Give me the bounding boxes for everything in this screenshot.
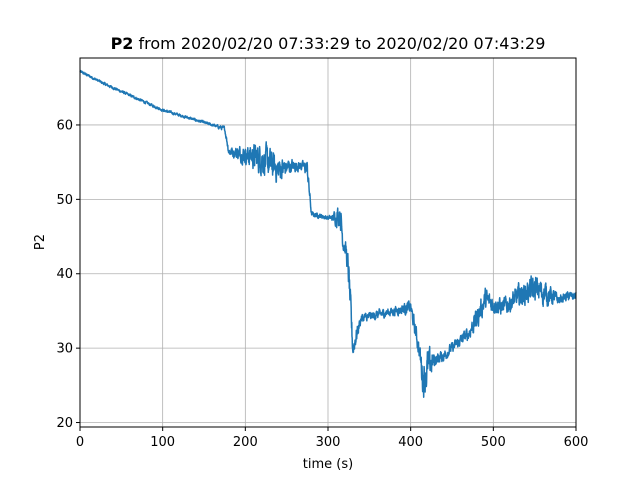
chart-title-bold: P2 [111, 34, 134, 53]
x-axis-ticks: 0 100 200 300 400 500 600 [76, 427, 589, 450]
x-tick-label: 500 [481, 435, 506, 450]
chart-title: P2 from 2020/02/20 07:33:29 to 2020/02/2… [111, 34, 546, 53]
x-tick-label: 600 [564, 435, 589, 450]
x-axis-label: time (s) [303, 457, 353, 472]
series-line [79, 69, 577, 398]
y-tick-label: 20 [56, 416, 73, 431]
y-tick-label: 30 [56, 342, 73, 357]
x-tick-label: 100 [150, 435, 175, 450]
x-tick-label: 200 [233, 435, 258, 450]
y-tick-label: 50 [56, 193, 73, 208]
y-axis-ticks: 20 30 40 50 60 [56, 118, 80, 431]
y-tick-label: 40 [56, 267, 73, 282]
y-axis-label: P2 [33, 234, 48, 250]
chart-title-rest: from 2020/02/20 07:33:29 to 2020/02/20 0… [139, 34, 546, 53]
x-tick-label: 0 [76, 435, 84, 450]
y-tick-label: 60 [56, 118, 73, 133]
grid-lines [79, 58, 577, 427]
x-tick-label: 300 [316, 435, 341, 450]
plot-area [79, 69, 577, 398]
x-tick-label: 400 [398, 435, 423, 450]
